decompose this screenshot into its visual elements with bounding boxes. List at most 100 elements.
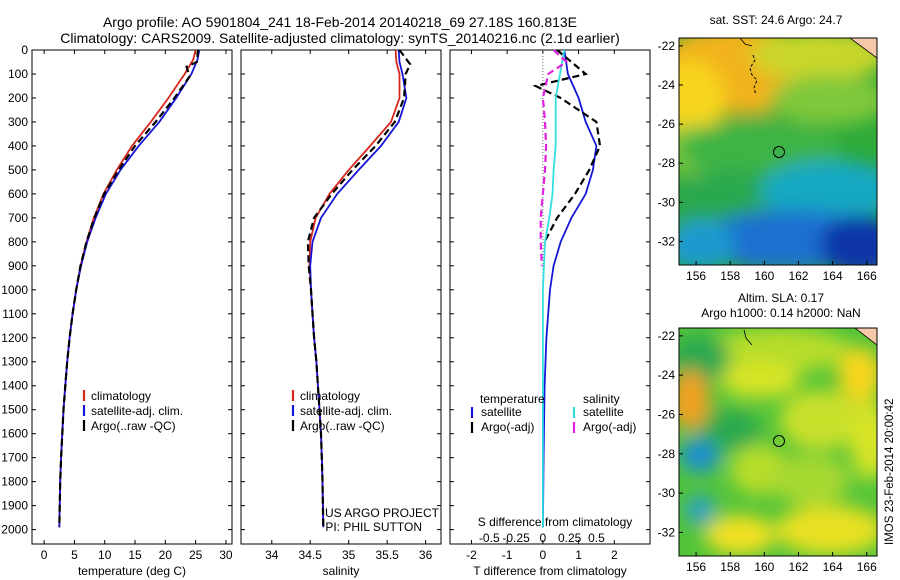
y-tick-label: 0 (21, 43, 28, 57)
series-line (58, 49, 200, 528)
map-lat-label: -22 (658, 329, 676, 343)
y-tick-label: 200 (8, 91, 28, 105)
imos-side-label: IMOS 23-Feb-2014 20:00:42 (884, 399, 896, 545)
map-lat-label: -32 (658, 235, 676, 249)
legend-title: temperature (480, 392, 545, 406)
map-lon-label: 166 (857, 269, 877, 283)
y-tick-label: 1400 (1, 379, 28, 393)
x-tick-label: 10 (98, 548, 112, 562)
x-tick-label: 15 (128, 548, 142, 562)
y-tick-label: 1700 (1, 451, 28, 465)
sst-map-title: sat. SST: 24.6 Argo: 24.7 (710, 13, 843, 27)
map-lat-label: -26 (658, 117, 676, 131)
y-tick-label: 1600 (1, 427, 28, 441)
series-line (532, 49, 602, 243)
map-lat-label: -28 (658, 447, 676, 461)
map-lon-label: 164 (823, 269, 843, 283)
temperature-panel-frame (31, 49, 233, 545)
s-tick-label: -0.25 (502, 531, 530, 545)
map-lat-label: -30 (658, 486, 676, 500)
legend-label: satellite (583, 405, 624, 419)
legend-label: satellite-adj. clim. (300, 404, 392, 418)
map-lat-label: -32 (658, 525, 676, 539)
x-tick-label: 0 (540, 548, 547, 562)
y-tick-label: 100 (8, 67, 28, 81)
y-tick-label: 300 (8, 115, 28, 129)
x-tick-label: 35 (342, 548, 356, 562)
x-tick-label: 0 (41, 548, 48, 562)
map-lat-label: -26 (658, 407, 676, 421)
legend-title: salinity (583, 392, 620, 406)
map-lon-label: 160 (754, 269, 774, 283)
x-tick-label: 20 (159, 548, 173, 562)
salinity-panel: 34 34.5 35 35.5 36 salinity climatologysatelli… (241, 49, 441, 578)
y-tick-label: 1800 (1, 475, 28, 489)
map-lon-label: 164 (823, 560, 843, 574)
y-tick-label: 1200 (1, 331, 28, 345)
map-lon-label: 158 (720, 560, 740, 574)
map-lon-label: 156 (686, 560, 706, 574)
x-tick-label: 34 (265, 548, 279, 562)
salinity-panel-frame (240, 49, 442, 545)
difference-panel-frame (449, 49, 651, 545)
map-lon-label: 162 (788, 269, 808, 283)
project-label: US ARGO PROJECT (325, 506, 440, 520)
series-line (542, 49, 598, 528)
sla-map-title-2: Argo h1000: 0.14 h2000: NaN (701, 306, 860, 320)
s-tick-label: 0.25 (558, 531, 582, 545)
y-tick-label: 800 (8, 235, 28, 249)
y-tick-label: 1000 (1, 283, 28, 297)
float-position-marker (773, 146, 785, 158)
x-tick-label: 2 (611, 548, 618, 562)
y-tick-label: 1100 (2, 307, 28, 321)
map-lat-label: -22 (658, 39, 676, 53)
legend-label: satellite (481, 405, 522, 419)
x-tick-label: 1 (575, 548, 582, 562)
legend-label: climatology (91, 389, 151, 403)
x-tick-label: 35.5 (375, 548, 399, 562)
figure-title: Argo profile: AO 5901804_241 18-Feb-2014… (102, 14, 578, 30)
s-tick-label: -0.5 (479, 531, 500, 545)
x-tick-label: 36 (419, 548, 433, 562)
x-tick-label: -2 (466, 548, 477, 562)
legend-label: climatology (300, 389, 360, 403)
temperature-panel: 0100200300400500600700800900100011001200… (1, 43, 233, 578)
map-lat-label: -24 (658, 78, 676, 92)
x-tick-label: 5 (71, 548, 78, 562)
legend-label: Argo(..raw -QC) (91, 419, 176, 433)
series-line (306, 49, 412, 528)
x-axis-label: temperature (deg C) (78, 564, 186, 578)
series-line (542, 49, 566, 528)
map-lon-label: 158 (720, 269, 740, 283)
y-tick-label: 1300 (1, 355, 28, 369)
series-line (58, 49, 201, 528)
y-tick-label: 900 (8, 259, 28, 273)
sst-map (679, 38, 877, 265)
y-tick-label: 700 (8, 211, 28, 225)
map-lon-label: 156 (686, 269, 706, 283)
series-line (539, 49, 569, 266)
sla-map-title-1: Altim. SLA: 0.17 (738, 291, 824, 305)
x-tick-label: 30 (219, 548, 233, 562)
series-line (58, 49, 197, 528)
legend-label: Argo(-adj) (481, 420, 534, 434)
difference-panel: -2 -1 0 1 2 T difference from climatology -0.5… (450, 49, 650, 578)
y-tick-label: 500 (8, 163, 28, 177)
map-lat-label: -28 (658, 156, 676, 170)
y-tick-label: 1500 (1, 403, 28, 417)
legend-label: Argo(-adj) (583, 420, 636, 434)
legend-label: satellite-adj. clim. (91, 404, 183, 418)
legend-label: Argo(..raw -QC) (300, 419, 385, 433)
map-lon-label: 166 (857, 560, 877, 574)
y-tick-label: 400 (8, 139, 28, 153)
map-lat-label: -30 (658, 195, 676, 209)
sla-map (679, 328, 877, 556)
s-tick-label: 0.5 (588, 531, 605, 545)
pi-label: PI: PHIL SUTTON (325, 520, 422, 534)
series-line (308, 49, 401, 528)
x-tick-label: -1 (502, 548, 513, 562)
x-axis-label: T difference from climatology (473, 564, 627, 578)
map-lat-label: -24 (658, 368, 676, 382)
s-axis-label: S difference from climatology (478, 515, 633, 529)
